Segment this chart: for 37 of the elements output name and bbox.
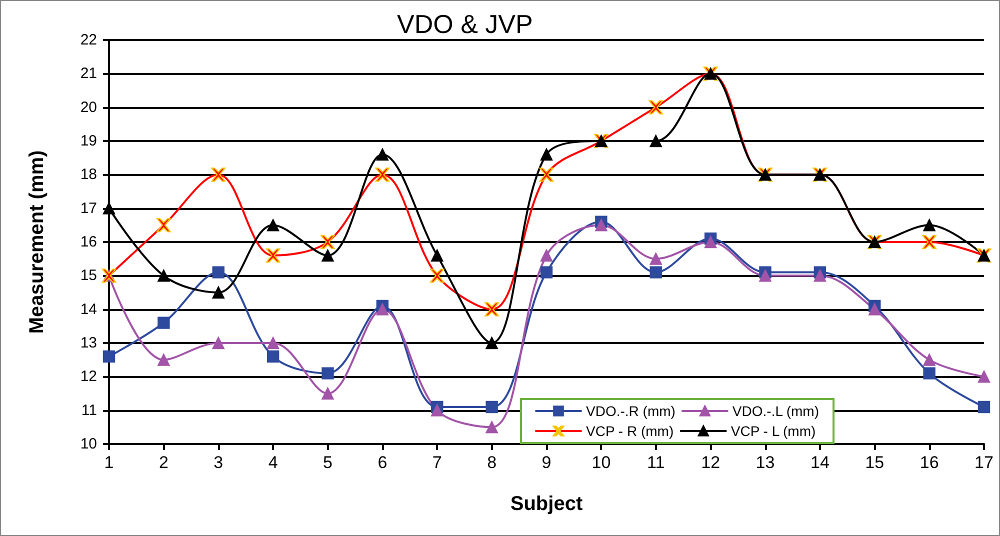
x-tick-label: 17 — [974, 453, 994, 472]
y-tick-label: 10 — [80, 436, 97, 452]
x-tick-label: 9 — [542, 453, 552, 472]
y-tick-label: 15 — [80, 267, 97, 284]
y-tick-label: 17 — [80, 200, 97, 217]
x-tick-label: 11 — [647, 453, 665, 472]
chart-title: VDO & JVP — [397, 9, 533, 39]
x-tick-label: 10 — [592, 453, 611, 472]
x-tick-label: 4 — [268, 453, 278, 472]
legend-label: VDO.-.L (mm) — [732, 403, 820, 419]
x-tick-label: 2 — [158, 453, 168, 472]
y-tick-label: 20 — [80, 98, 97, 116]
x-axis-title: Subject — [510, 493, 583, 515]
x-tick-label: 7 — [432, 453, 442, 472]
legend-label: VCP - R (mm) — [586, 423, 674, 439]
x-tick-label: 5 — [323, 453, 332, 472]
y-tick-label: 16 — [80, 234, 97, 250]
y-tick-label: 21 — [80, 65, 97, 82]
x-tick-label: 8 — [487, 453, 497, 472]
y-tick-label: 18 — [80, 166, 97, 184]
y-tick-label: 14 — [80, 300, 97, 318]
y-tick-label: 19 — [80, 132, 97, 150]
x-tick-label: 14 — [810, 453, 830, 472]
legend-label: VDO.-.R (mm) — [586, 403, 676, 419]
x-tick-label: 6 — [378, 453, 388, 472]
y-tick-label: 12 — [80, 368, 97, 386]
legend-label: VCP - L (mm) — [730, 423, 816, 439]
x-tick-label: 12 — [701, 453, 720, 472]
y-tick-label: 22 — [80, 32, 97, 48]
x-tick-label: 13 — [756, 453, 775, 472]
x-tick-label: 15 — [865, 453, 884, 472]
y-tick-label: 11 — [81, 402, 97, 419]
x-tick-label: 3 — [214, 453, 224, 472]
y-axis-title: Measurement (mm) — [26, 150, 48, 334]
x-tick-label: 1 — [104, 453, 114, 472]
y-tick-label: 13 — [80, 334, 97, 352]
x-tick-label: 16 — [920, 453, 939, 472]
